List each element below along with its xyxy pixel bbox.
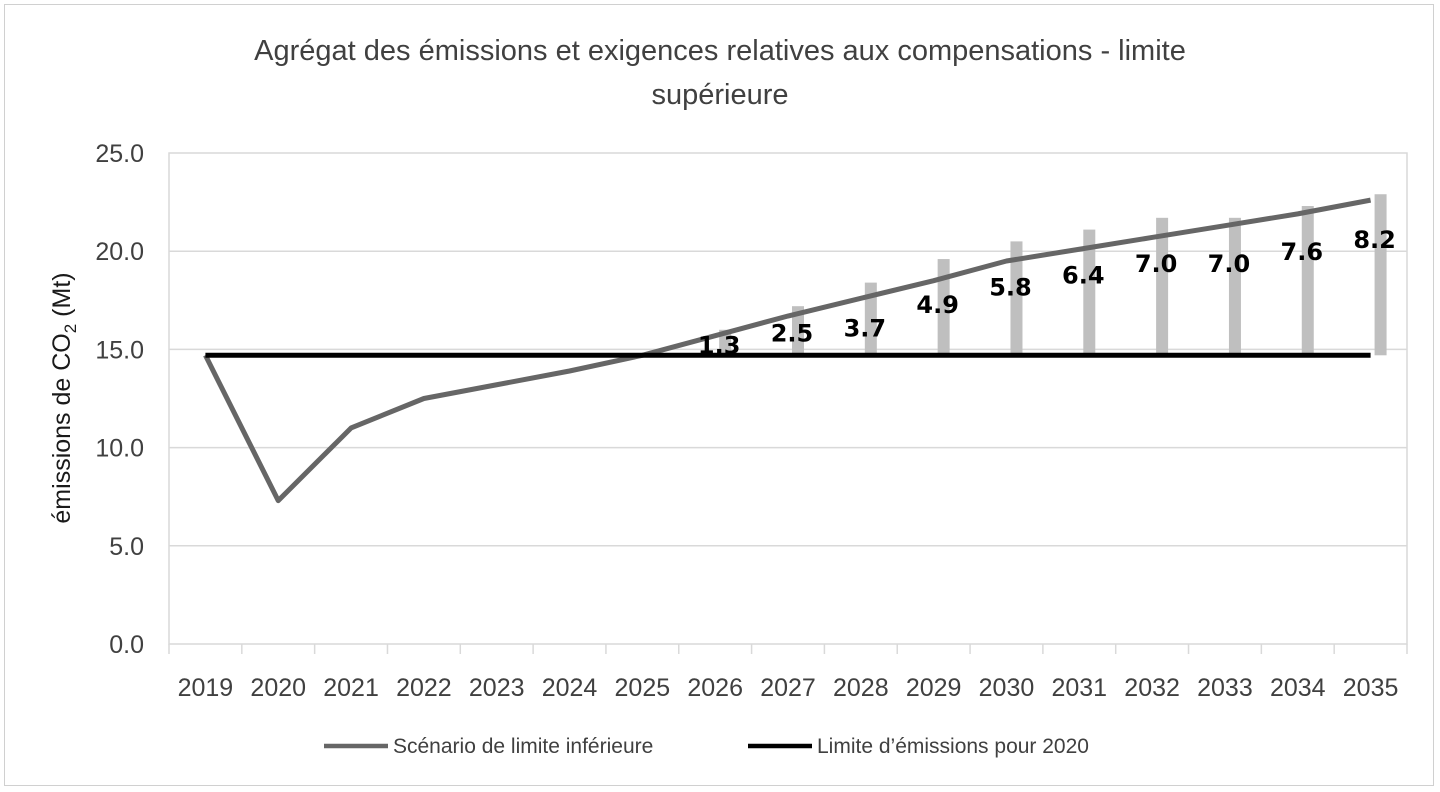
chart-title-line-2: supérieure [651, 79, 788, 111]
offset-bar [937, 259, 950, 356]
legend-item-emissions-limit: Limite d’émissions pour 2020 [748, 735, 1089, 758]
x-tick-label: 2025 [615, 674, 671, 702]
x-tick-label: 2031 [1051, 674, 1107, 702]
legend-label-lower-scenario: Scénario de limite inférieure [393, 735, 653, 758]
offset-bar-label: 7.6 [1281, 238, 1324, 266]
x-tick-label: 2034 [1270, 674, 1326, 702]
x-tick-label: 2023 [469, 674, 525, 702]
legend-item-lower-scenario: Scénario de limite inférieure [324, 735, 653, 758]
offset-bar-labels: 1.3 2.5 3.7 4.9 5.8 6.4 7.0 7.0 7.6 8.2 [698, 226, 1396, 359]
x-tick-label: 2035 [1343, 674, 1399, 702]
offset-bar [1156, 217, 1169, 356]
x-tick-label: 2026 [687, 674, 743, 702]
x-tick-label: 2021 [323, 674, 379, 702]
legend-label-emissions-limit: Limite d’émissions pour 2020 [817, 735, 1089, 758]
x-tick-label: 2033 [1197, 674, 1253, 702]
x-tick-label: 2019 [178, 674, 234, 702]
legend: Scénario de limite inférieure Limite d’é… [324, 735, 1089, 758]
x-axis: 2019 2020 2021 2022 2023 2024 2025 2026 2027 2028… [178, 674, 1399, 702]
series-line-lower-scenario [203, 197, 1372, 504]
offset-bars [719, 194, 1387, 356]
offset-bar [1228, 217, 1241, 356]
plot-border [168, 152, 1408, 645]
plot-area: 1.3 2.5 3.7 4.9 5.8 6.4 7.0 7.0 7.6 8.2 [168, 152, 1408, 654]
offset-bar-label: 8.2 [1353, 226, 1396, 254]
x-tick-label: 2029 [906, 674, 962, 702]
offset-bar [792, 306, 804, 356]
series-lines [203, 197, 1372, 504]
offset-bar [1010, 241, 1023, 356]
y-tick-label: 10.0 [95, 435, 144, 463]
y-tick-label: 25.0 [95, 140, 144, 168]
x-tick-label: 2028 [833, 674, 889, 702]
offset-bar-label: 4.9 [916, 291, 959, 319]
offset-bar [864, 282, 877, 356]
y-axis-label-subscript: 2 [61, 324, 80, 333]
offset-bar-label: 1.3 [698, 331, 741, 359]
offset-bar-label: 7.0 [1135, 250, 1178, 278]
y-tick-label: 0.0 [109, 631, 144, 659]
gridlines [169, 250, 1407, 547]
x-tick-label: 2027 [760, 674, 816, 702]
offset-bar [1301, 206, 1314, 356]
offset-bar-label: 6.4 [1062, 262, 1105, 290]
y-axis-label-main: émissions de CO [48, 333, 76, 523]
offset-bar-label: 7.0 [1208, 250, 1251, 278]
chart-frame [4, 4, 1434, 786]
y-axis: 0.0 5.0 10.0 15.0 20.0 25.0 [95, 140, 144, 659]
chart-title: Agrégat des émissions et exigences relat… [254, 35, 1186, 111]
offset-bar [1374, 194, 1387, 356]
y-axis-label-unit: (Mt) [48, 272, 76, 323]
x-tick-label: 2032 [1124, 674, 1180, 702]
offset-bar-label: 2.5 [771, 319, 814, 347]
offset-bar-label: 5.8 [989, 273, 1032, 301]
x-tick-label: 2030 [979, 674, 1035, 702]
y-axis-label: émissions de CO2 (Mt) [48, 272, 80, 523]
chart-title-line-1: Agrégat des émissions et exigences relat… [254, 35, 1186, 67]
x-tick-marks [168, 644, 1408, 654]
x-tick-label: 2024 [542, 674, 598, 702]
y-tick-label: 15.0 [95, 336, 144, 364]
x-tick-label: 2020 [250, 674, 306, 702]
y-tick-label: 5.0 [109, 533, 144, 561]
y-tick-label: 20.0 [95, 238, 144, 266]
x-tick-label: 2022 [396, 674, 452, 702]
offset-bar [1083, 229, 1096, 356]
offset-bar-label: 3.7 [844, 315, 887, 343]
